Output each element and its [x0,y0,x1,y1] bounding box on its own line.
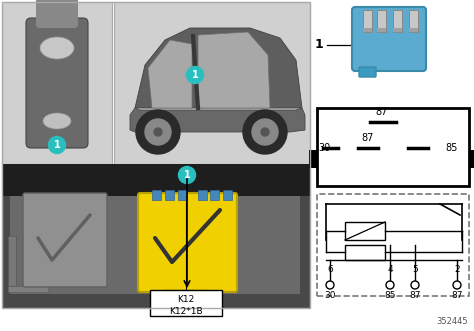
Text: 352445: 352445 [437,317,468,326]
Polygon shape [148,40,192,108]
Bar [377,10,386,32]
Circle shape [261,128,269,136]
Bar [198,190,207,200]
Circle shape [453,281,461,289]
Circle shape [154,128,162,136]
Bar [409,10,418,32]
Text: 2: 2 [454,265,460,274]
Text: 87: 87 [376,107,388,117]
Bar [377,28,386,32]
Bar [8,236,16,286]
Text: 6: 6 [327,265,333,274]
Bar [210,190,219,200]
Text: 87: 87 [362,133,374,143]
Text: 1: 1 [314,38,323,52]
Text: K12: K12 [177,296,195,305]
Circle shape [252,119,278,145]
Bar [10,196,300,294]
Circle shape [411,281,419,289]
Bar [2,164,310,308]
Text: K12*1B: K12*1B [169,307,203,316]
Bar [2,164,310,196]
Text: 30: 30 [324,291,336,300]
Text: 87: 87 [409,291,421,300]
Bar [2,2,310,308]
Polygon shape [130,108,305,132]
Ellipse shape [43,113,71,129]
Bar [309,150,317,168]
Bar [223,190,232,200]
Bar [363,28,372,32]
Bar [8,286,48,292]
Bar [393,10,402,32]
Text: 1: 1 [183,170,191,180]
FancyBboxPatch shape [26,18,88,148]
FancyBboxPatch shape [138,193,237,292]
Bar [409,28,418,32]
Bar [317,108,469,186]
Circle shape [145,119,171,145]
Bar [114,2,310,164]
Text: 85: 85 [446,143,458,153]
Text: 30: 30 [318,143,330,153]
Bar [152,190,161,200]
Bar [345,222,385,240]
Polygon shape [135,28,302,108]
Polygon shape [198,32,270,108]
Bar [165,190,174,200]
Circle shape [243,110,287,154]
Bar [469,150,474,168]
Bar [363,10,372,32]
Ellipse shape [40,37,74,59]
Bar [317,194,469,296]
Bar [178,190,187,200]
Circle shape [186,67,203,83]
FancyBboxPatch shape [23,193,107,287]
Text: 5: 5 [412,265,418,274]
Text: 1: 1 [191,70,199,80]
Text: 85: 85 [384,291,396,300]
FancyBboxPatch shape [36,0,78,28]
Bar [393,28,402,32]
Bar [345,245,385,260]
Bar [2,2,112,164]
Text: 87: 87 [451,291,463,300]
Circle shape [179,166,195,183]
Circle shape [48,136,65,154]
FancyBboxPatch shape [359,67,376,77]
Text: 1: 1 [54,140,60,150]
Bar [312,2,472,328]
Circle shape [326,281,334,289]
Circle shape [386,281,394,289]
Bar [150,290,222,316]
Circle shape [136,110,180,154]
FancyBboxPatch shape [352,7,426,71]
Text: 4: 4 [387,265,393,274]
